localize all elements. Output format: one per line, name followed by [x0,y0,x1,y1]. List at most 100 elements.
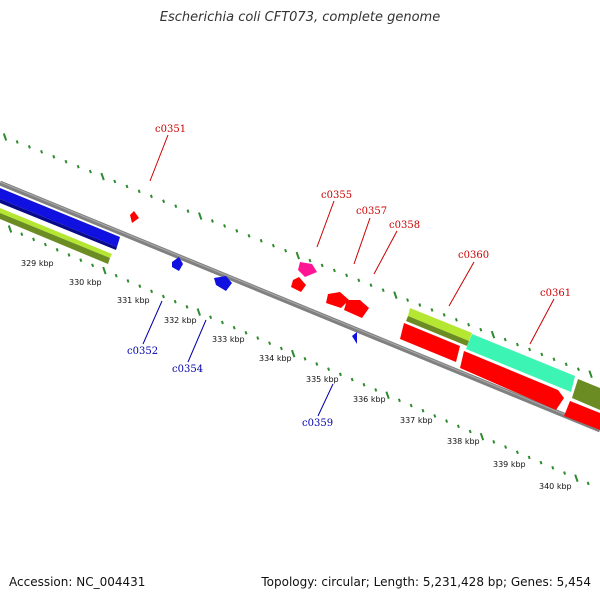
minor-tick [161,294,165,299]
major-tick [291,349,296,358]
minor-tick [327,367,331,372]
tick-track-top [2,133,593,378]
gene-labels: c0351 c0355 c0357 c0358 c0360 c0361 c035… [127,124,571,429]
minor-tick [381,288,385,293]
minor-tick [539,460,543,465]
minor-tick [210,219,214,223]
minor-tick [320,263,324,268]
gene-label-c0354[interactable]: c0354 [172,364,203,375]
gene-label-c0357[interactable]: c0357 [356,206,387,217]
major-tick [479,432,485,441]
minor-tick [284,248,288,253]
minor-tick [362,382,366,387]
minor-tick [79,258,83,262]
minor-tick [467,322,471,327]
major-tick [7,225,13,233]
gene-label-c0361[interactable]: c0361 [540,288,571,299]
minor-tick [492,440,496,444]
minor-tick [247,233,251,238]
minor-tick [125,184,129,189]
minor-tick [162,199,166,204]
minor-tick [174,204,178,209]
minor-tick [279,346,283,351]
blue-small-arrow-1[interactable] [172,257,183,271]
gene-label-c0358[interactable]: c0358 [389,220,420,231]
gene-label-c0351[interactable]: c0351 [155,124,186,135]
minor-tick [232,325,236,330]
gene-label-c0352[interactable]: c0352 [127,346,158,357]
teal-band-c0361[interactable] [466,334,575,392]
minor-tick [308,258,312,263]
minor-tick [406,298,410,302]
minor-tick [504,445,508,449]
minor-tick [113,179,117,184]
minor-tick [76,164,80,169]
red-band-right[interactable] [564,401,600,430]
major-tick [100,172,105,181]
lime-band-c0360-shade [406,316,469,346]
blue-small-arrow-2[interactable] [214,276,232,291]
minor-tick [564,362,568,367]
olive-gene-band[interactable] [0,213,110,264]
major-tick [490,330,496,339]
minor-tick [244,331,248,335]
minor-tick [430,308,434,312]
kbp-label: 336 kbp [353,395,386,404]
minor-tick [185,305,189,309]
major-tick [102,266,107,275]
minor-tick [259,238,263,243]
minor-tick [527,455,531,460]
genome-backbone-highlight [0,181,600,430]
blue-small-arrow-c0359[interactable] [352,332,357,344]
gene-label-c0355[interactable]: c0355 [321,190,352,201]
minor-tick [15,140,19,144]
red-small-arrow[interactable] [130,211,139,223]
lime-gene-band[interactable] [0,208,112,258]
minor-tick [149,194,153,199]
minor-tick [332,268,336,273]
minor-tick [515,450,519,455]
minor-tick [563,471,567,475]
major-tick [198,212,203,220]
kbp-label: 339 kbp [493,460,526,469]
minor-tick [137,189,141,194]
major-tick [385,391,390,399]
minor-tick [540,352,544,357]
red-band-c0361[interactable] [460,351,564,410]
red-arrow-c0358[interactable] [326,292,349,308]
minor-tick [468,429,472,434]
feature-track [0,188,600,430]
red-arrow-c0358b[interactable] [344,300,369,318]
minor-tick [409,403,413,408]
minor-tick [454,317,458,322]
minor-tick [315,362,319,366]
minor-tick [220,320,224,325]
gene-label-c0360[interactable]: c0360 [458,250,489,261]
kbp-label: 337 kbp [400,416,433,425]
major-tick [196,308,201,316]
minor-tick [503,337,507,342]
minor-tick [150,289,154,294]
blue-cds-arrow[interactable] [0,188,120,247]
minor-tick [114,273,118,278]
red-arrow-c0357[interactable] [291,277,306,292]
major-tick [393,291,398,299]
lime-band-c0360[interactable] [408,308,472,341]
kbp-label: 329 kbp [21,259,54,268]
leader-lines [142,134,555,417]
gene-label-c0359[interactable]: c0359 [302,418,333,429]
minor-tick [20,232,24,237]
minor-tick [369,283,373,288]
minor-tick [586,481,590,486]
magenta-feature[interactable] [298,262,317,277]
minor-tick [515,342,519,347]
minor-tick [27,145,31,149]
major-tick [588,370,593,378]
major-tick [574,474,579,483]
olive-band-right[interactable] [572,379,600,410]
red-band-c0360[interactable] [400,323,460,362]
minor-tick [421,408,425,413]
minor-tick [43,242,47,247]
minor-tick [338,372,342,377]
minor-tick [40,149,44,154]
